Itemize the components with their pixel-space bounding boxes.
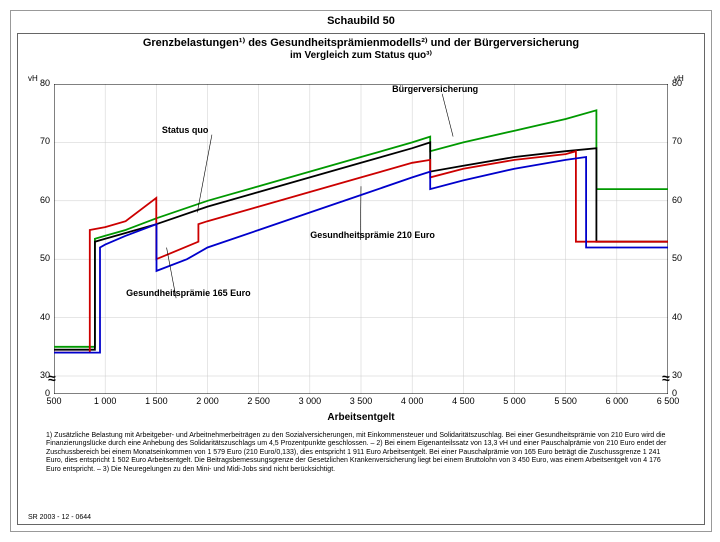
y-tick-right: 40 [672,312,702,322]
vh-label: vH [28,74,38,83]
inner-panel: Grenzbelastungen¹⁾ des Gesundheitsprämie… [17,33,705,525]
figure-label: Schaubild 50 [11,15,711,27]
x-tick: 6 000 [597,396,637,406]
y-tick: 50 [20,253,50,263]
x-tick: 4 500 [443,396,483,406]
x-tick: 1 500 [136,396,176,406]
x-tick: 4 000 [392,396,432,406]
y-tick-right: 70 [672,136,702,146]
y-tick: 70 [20,136,50,146]
x-tick: 500 [34,396,74,406]
vh-label: vH [674,74,684,83]
figure-outer: Schaubild 50 Grenzbelastungen¹⁾ des Gesu… [10,10,712,532]
y-tick: 30 [20,370,50,380]
footer-code: SR 2003 - 12 - 0644 [28,514,91,521]
x-tick: 3 500 [341,396,381,406]
y-tick-right: 60 [672,195,702,205]
x-tick: 2 500 [239,396,279,406]
y-tick-right: 50 [672,253,702,263]
series-label: Status quo [162,125,209,135]
axis-break-icon: ≈ [662,370,670,386]
x-tick: 1 000 [85,396,125,406]
y-tick: 40 [20,312,50,322]
x-tick: 2 000 [188,396,228,406]
x-axis-label: Arbeitsentgelt [18,412,704,423]
footnote-text: 1) Zusätzliche Belastung mit Arbeitgeber… [46,432,676,474]
chart-title-1: Grenzbelastungen¹⁾ des Gesundheitsprämie… [18,36,704,50]
x-tick: 5 500 [546,396,586,406]
axis-break-icon: ≈ [48,370,56,386]
x-tick: 5 000 [495,396,535,406]
series-label: Gesundheitsprämie 210 Euro [310,230,435,240]
y-tick-right: 30 [672,370,702,380]
series-label: Bürgerversicherung [392,84,478,94]
y-tick: 60 [20,195,50,205]
chart-title-2: im Vergleich zum Status quo³⁾ [18,50,704,61]
x-tick: 6 500 [648,396,688,406]
series-label: Gesundheitsprämie 165 Euro [126,288,251,298]
x-tick: 3 000 [290,396,330,406]
